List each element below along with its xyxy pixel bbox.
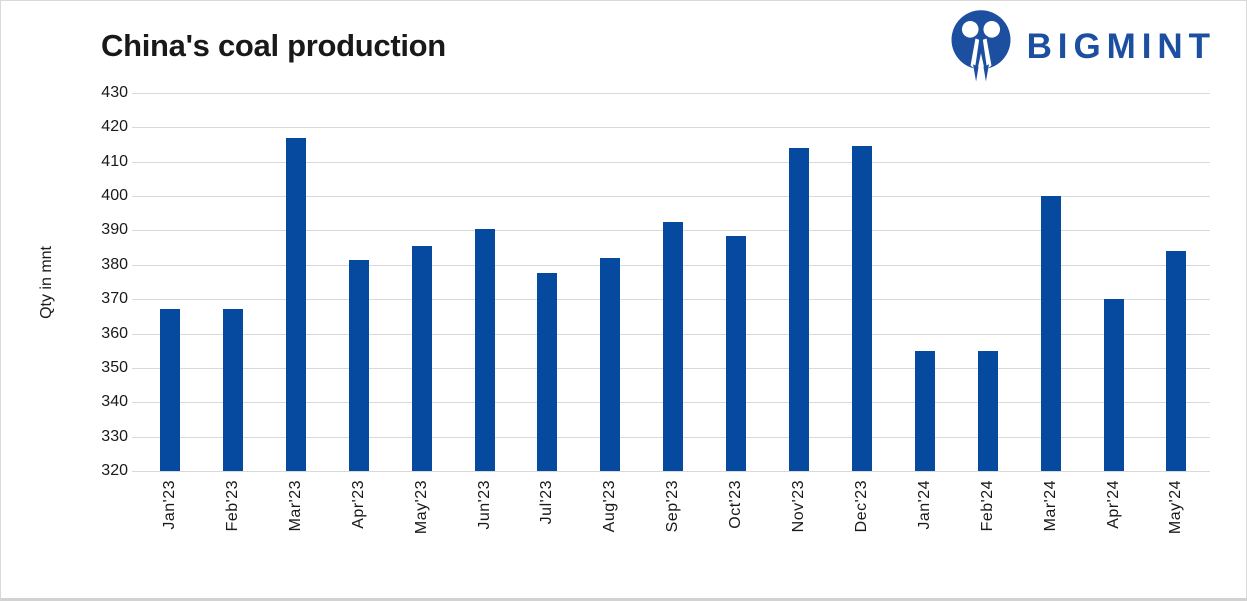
bar (160, 309, 180, 471)
bar (726, 236, 746, 471)
x-tick-label: Dec'23 (853, 480, 870, 533)
y-tick-label: 410 (101, 153, 128, 170)
x-tick-label: May'23 (413, 480, 430, 535)
y-axis-title-box: Qty in mnt (34, 93, 60, 471)
y-tick-label: 340 (101, 393, 128, 410)
bar (537, 273, 557, 471)
x-tick-label: Jun'23 (476, 480, 493, 530)
y-tick-label: 380 (101, 256, 128, 273)
x-tick-label: Sep'23 (664, 480, 681, 533)
x-tick-label: Feb'23 (224, 480, 241, 532)
y-tick-label: 360 (101, 325, 128, 342)
page-title: China's coal production (101, 28, 446, 63)
bar (1041, 196, 1061, 471)
x-tick-label: Jan'23 (161, 480, 178, 530)
x-tick-label: Feb'24 (979, 480, 996, 532)
x-tick-label: Nov'23 (790, 480, 807, 533)
bar (978, 351, 998, 471)
x-tick-label: Oct'23 (727, 480, 744, 529)
bar (915, 351, 935, 471)
bar (600, 258, 620, 471)
x-tick-label: Aug'23 (601, 480, 618, 533)
bar (475, 229, 495, 471)
y-tick-label: 350 (101, 359, 128, 376)
y-tick-label: 390 (101, 221, 128, 238)
x-tick-label: Apr'24 (1105, 480, 1122, 529)
gridline (132, 162, 1210, 163)
x-tick-label: Mar'24 (1042, 480, 1059, 532)
bar (1166, 251, 1186, 471)
x-tick-label: Apr'23 (350, 480, 367, 529)
gridline (132, 471, 1210, 472)
y-tick-label: 320 (101, 462, 128, 479)
bar (789, 148, 809, 471)
bigmint-logo-text: BIGMINT (1026, 27, 1216, 66)
bar (223, 309, 243, 471)
bar (412, 246, 432, 471)
bar (1104, 299, 1124, 471)
bigmint-logo: BIGMINT (950, 9, 1216, 84)
x-tick-label: Jan'24 (916, 480, 933, 530)
gridline (132, 196, 1210, 197)
y-tick-label: 330 (101, 428, 128, 445)
y-tick-label: 430 (101, 84, 128, 101)
bar (852, 146, 872, 471)
bar (663, 222, 683, 471)
gridline (132, 127, 1210, 128)
x-tick-label: Jul'23 (538, 480, 555, 525)
plot-area (132, 93, 1210, 472)
x-tick-label: Mar'23 (287, 480, 304, 532)
gridline (132, 93, 1210, 94)
y-tick-label: 370 (101, 290, 128, 307)
y-axis-title: Qty in mnt (38, 245, 55, 319)
x-tick-label: May'24 (1167, 480, 1184, 535)
bar (286, 138, 306, 471)
y-tick-label: 400 (101, 187, 128, 204)
y-tick-label: 420 (101, 118, 128, 135)
bar (349, 260, 369, 471)
bigmint-logo-mark (951, 10, 1011, 82)
